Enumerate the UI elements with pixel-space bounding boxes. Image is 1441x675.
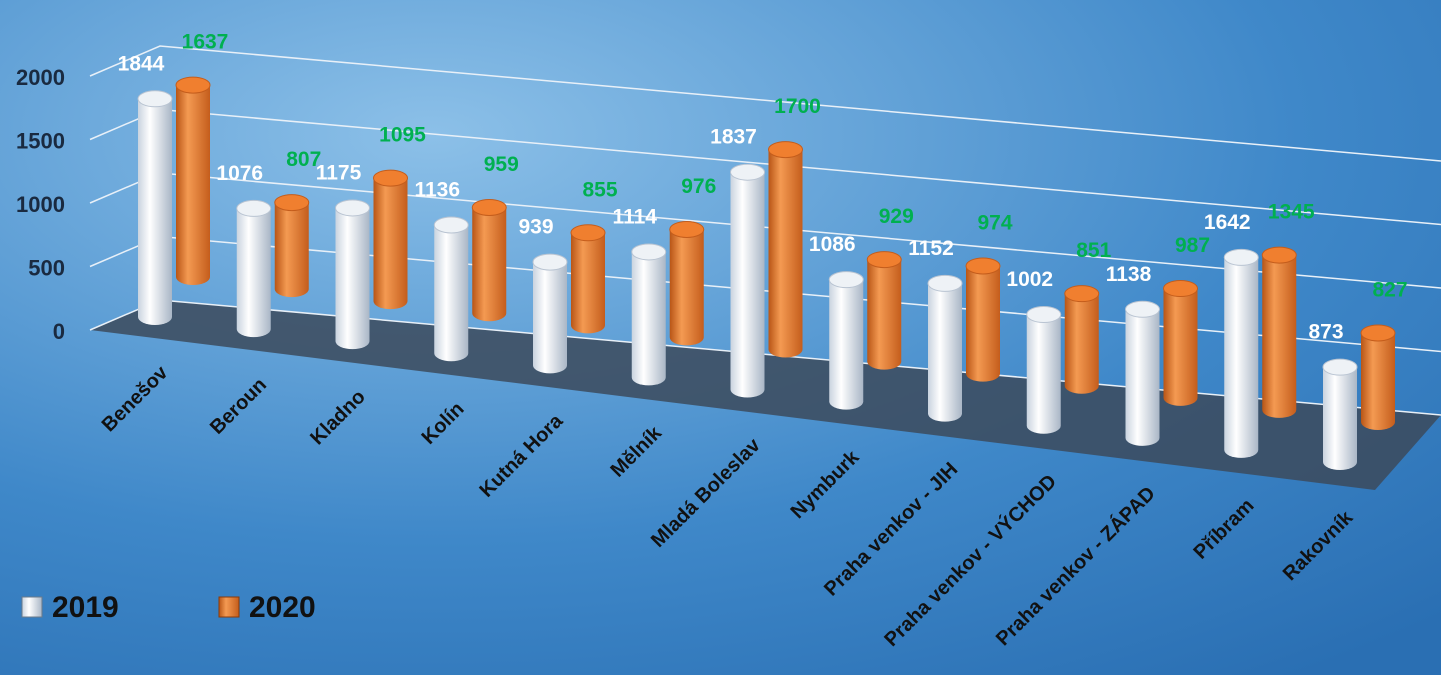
bar [373,170,408,310]
bar [1323,359,1357,470]
value-label: 827 [1372,279,1407,302]
bar [138,90,172,325]
bar [1163,280,1198,406]
bar [335,199,370,350]
bar [631,243,666,386]
value-label: 1152 [908,237,954,260]
bar [928,275,962,422]
bar-top [274,194,310,212]
bar [1064,285,1099,394]
bar [966,257,1000,382]
bar [1026,306,1061,434]
legend-swatch [218,596,240,618]
bar-top [1163,279,1198,297]
bar-top [1064,285,1100,303]
y-tick-label: 500 [28,255,65,280]
value-label: 807 [286,148,321,171]
value-label: 974 [977,212,1012,235]
bar-top [965,257,1001,275]
value-label: 851 [1076,239,1111,262]
bar-top [768,141,803,159]
bar-top [236,199,272,217]
y-tick-label: 2000 [16,65,65,90]
bar-top [631,243,667,261]
value-label: 929 [879,205,914,228]
bar [571,224,605,334]
bar [768,141,803,358]
value-label: 987 [1175,234,1210,257]
value-label: 1076 [216,162,263,185]
floor [90,300,1441,490]
bar [472,199,507,322]
legend-label: 2019 [52,591,119,624]
bar-top [137,90,173,108]
bar [1125,301,1160,446]
value-label: 1844 [118,52,165,75]
bar [236,200,271,338]
value-label: 855 [582,178,617,201]
value-label: 959 [484,153,519,176]
value-label: 1637 [182,31,229,54]
y-tick-label: 1000 [16,192,65,217]
bar [274,194,309,298]
y-tick-label: 1500 [16,128,65,153]
bar-top [175,76,211,94]
bar [176,77,210,285]
bar-top [1261,246,1297,264]
bar-top [335,199,370,217]
grid-line [89,45,1441,162]
bar [1361,324,1395,430]
bar-top [570,224,606,242]
bar-top [828,271,864,289]
bar [730,164,765,398]
bar-top [1322,358,1358,376]
bar-top [866,251,902,269]
value-label: 1138 [1106,263,1152,286]
bar [867,251,902,370]
bar [829,271,864,410]
value-label: 1700 [774,95,821,118]
bar-top [669,220,705,238]
bar-top [1360,324,1396,342]
value-label: 1345 [1268,201,1315,224]
value-label: 1114 [613,205,658,228]
bar-top [373,169,408,187]
bar-top [927,274,963,292]
legend-label: 2020 [249,591,316,624]
legend-swatch [21,596,43,618]
value-label: 1642 [1204,211,1251,234]
bar [669,221,704,346]
value-label: 1086 [809,233,856,256]
bar-top [1223,248,1259,266]
value-label: 1175 [316,161,362,184]
bar [434,216,469,362]
y-tick-label: 0 [53,319,65,344]
bar-top [1026,305,1062,323]
bar [1262,247,1297,418]
value-label: 939 [518,216,553,239]
value-label: 1002 [1006,268,1053,291]
bar-top [532,253,568,271]
bar-top [1125,300,1160,318]
value-label: 1095 [379,124,426,147]
bar-top [433,216,469,234]
value-label: 1136 [414,179,460,202]
value-label: 873 [1308,321,1343,344]
bar [533,254,567,374]
value-label: 1837 [710,126,757,149]
value-label: 976 [681,175,716,198]
bar [1224,249,1259,458]
bar-top [471,198,507,216]
bar-top [730,163,765,181]
